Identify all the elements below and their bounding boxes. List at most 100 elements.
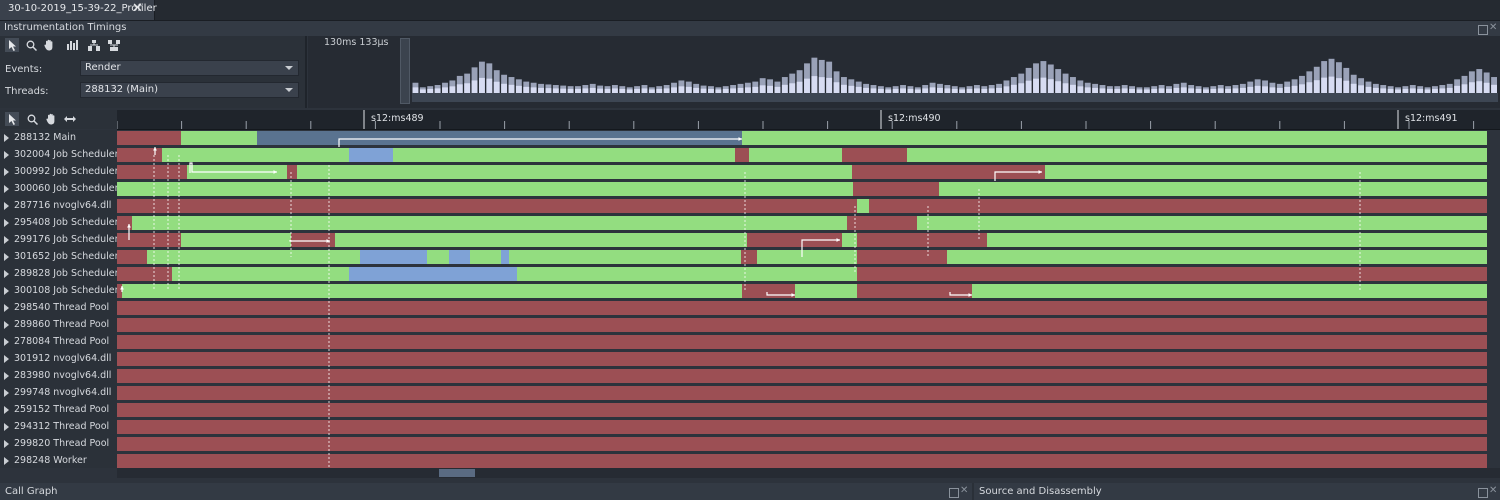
thread-state-segment[interactable] bbox=[917, 216, 1487, 230]
thread-state-segment[interactable] bbox=[947, 250, 1487, 264]
thread-state-segment[interactable] bbox=[162, 148, 349, 162]
thread-state-segment[interactable] bbox=[795, 284, 857, 298]
expand-arrow-icon[interactable] bbox=[4, 321, 9, 329]
thread-state-segment[interactable] bbox=[517, 267, 857, 281]
tree-up-icon[interactable] bbox=[107, 38, 121, 52]
thread-state-segment[interactable] bbox=[393, 148, 735, 162]
histogram-area[interactable]: 130ms 133µs bbox=[308, 36, 1500, 108]
thread-state-segment[interactable] bbox=[972, 284, 1487, 298]
expand-arrow-icon[interactable] bbox=[4, 372, 9, 380]
restore-icon[interactable] bbox=[1478, 25, 1488, 35]
thread-row[interactable]: 300992 Job Scheduler 5 bbox=[0, 164, 117, 181]
source-disassembly-title[interactable]: Source and Disassembly bbox=[979, 486, 1102, 497]
events-select[interactable]: Render bbox=[80, 60, 299, 76]
thread-state-segment[interactable] bbox=[117, 335, 1487, 349]
expand-arrow-icon[interactable] bbox=[4, 406, 9, 414]
expand-arrow-icon[interactable] bbox=[4, 423, 9, 431]
thread-state-segment[interactable] bbox=[122, 284, 742, 298]
thread-state-segment[interactable] bbox=[117, 386, 1487, 400]
thread-state-segment[interactable] bbox=[852, 165, 1045, 179]
thread-state-segment[interactable] bbox=[117, 165, 187, 179]
thread-state-segment[interactable] bbox=[297, 165, 852, 179]
timeline-view[interactable] bbox=[117, 130, 1500, 468]
expand-arrow-icon[interactable] bbox=[4, 270, 9, 278]
thread-state-segment[interactable] bbox=[857, 233, 987, 247]
histogram-scale-slider[interactable] bbox=[400, 38, 410, 104]
thread-state-segment[interactable] bbox=[349, 148, 393, 162]
close-panel-icon[interactable]: ✕ bbox=[1489, 22, 1498, 33]
thread-state-segment[interactable] bbox=[117, 369, 1487, 383]
thread-state-segment[interactable] bbox=[747, 233, 842, 247]
thread-state-segment[interactable] bbox=[117, 284, 122, 298]
thread-state-segment[interactable] bbox=[360, 250, 427, 264]
tab-profiler[interactable]: 30-10-2019_15-39-22_Profiler ✕ bbox=[0, 0, 157, 20]
thread-state-segment[interactable] bbox=[117, 148, 162, 162]
expand-arrow-icon[interactable] bbox=[4, 236, 9, 244]
expand-arrow-icon[interactable] bbox=[4, 151, 9, 159]
thread-row[interactable]: 278084 Thread Pool bbox=[0, 334, 117, 351]
thread-row[interactable]: 299820 Thread Pool bbox=[0, 436, 117, 453]
thread-row[interactable]: 300108 Job Scheduler 4 bbox=[0, 283, 117, 300]
thread-state-segment[interactable] bbox=[742, 284, 795, 298]
expand-arrow-icon[interactable] bbox=[4, 185, 9, 193]
thread-state-segment[interactable] bbox=[869, 199, 1487, 213]
tree-down-icon[interactable] bbox=[87, 38, 101, 52]
time-ruler[interactable]: s12:ms489 s12:ms490 s12:ms491 bbox=[117, 110, 1500, 130]
thread-state-segment[interactable] bbox=[757, 250, 857, 264]
thread-row[interactable]: 287716 nvoglv64.dll bbox=[0, 198, 117, 215]
timeline-scrollbar[interactable] bbox=[117, 468, 1500, 478]
call-graph-title[interactable]: Call Graph bbox=[5, 486, 58, 497]
thread-state-segment[interactable] bbox=[857, 199, 869, 213]
thread-state-segment[interactable] bbox=[181, 131, 257, 145]
expand-arrow-icon[interactable] bbox=[4, 219, 9, 227]
thread-state-segment[interactable] bbox=[117, 437, 1487, 451]
expand-arrow-icon[interactable] bbox=[4, 389, 9, 397]
thread-state-segment[interactable] bbox=[117, 420, 1487, 434]
thread-state-segment[interactable] bbox=[117, 301, 1487, 315]
thread-state-segment[interactable] bbox=[509, 250, 741, 264]
thread-state-segment[interactable] bbox=[349, 267, 415, 281]
thread-state-segment[interactable] bbox=[257, 131, 742, 145]
thread-state-segment[interactable] bbox=[857, 284, 972, 298]
thread-state-segment[interactable] bbox=[415, 267, 517, 281]
thread-state-segment[interactable] bbox=[117, 403, 1487, 417]
expand-arrow-icon[interactable] bbox=[4, 287, 9, 295]
expand-arrow-icon[interactable] bbox=[4, 168, 9, 176]
panel-separator[interactable] bbox=[972, 483, 974, 500]
thread-state-segment[interactable] bbox=[842, 233, 857, 247]
thread-state-segment[interactable] bbox=[907, 148, 1487, 162]
expand-arrow-icon[interactable] bbox=[4, 457, 9, 465]
pointer-tool-icon[interactable] bbox=[5, 112, 19, 126]
close-panel-icon[interactable]: ✕ bbox=[1489, 485, 1498, 496]
thread-state-segment[interactable] bbox=[335, 233, 747, 247]
thread-state-segment[interactable] bbox=[147, 250, 360, 264]
thread-state-segment[interactable] bbox=[853, 182, 939, 196]
thread-state-segment[interactable] bbox=[117, 216, 132, 230]
thread-row[interactable]: 298248 Worker bbox=[0, 453, 117, 468]
thread-row[interactable]: 300060 Job Scheduler 2 bbox=[0, 181, 117, 198]
fit-width-icon[interactable] bbox=[63, 112, 77, 126]
thread-state-segment[interactable] bbox=[742, 131, 1487, 145]
thread-state-segment[interactable] bbox=[291, 233, 335, 247]
thread-row[interactable]: 259152 Thread Pool bbox=[0, 402, 117, 419]
bars-view-icon[interactable] bbox=[66, 38, 80, 52]
threads-select[interactable]: 288132 (Main) bbox=[80, 82, 299, 98]
expand-arrow-icon[interactable] bbox=[4, 202, 9, 210]
thread-state-segment[interactable] bbox=[857, 267, 1487, 281]
thread-state-segment[interactable] bbox=[741, 250, 757, 264]
restore-icon[interactable] bbox=[1478, 488, 1488, 498]
thread-row[interactable]: 289860 Thread Pool bbox=[0, 317, 117, 334]
restore-icon[interactable] bbox=[949, 488, 959, 498]
expand-arrow-icon[interactable] bbox=[4, 338, 9, 346]
thread-state-segment[interactable] bbox=[117, 182, 853, 196]
expand-arrow-icon[interactable] bbox=[4, 253, 9, 261]
thread-row[interactable]: 289828 Job Scheduler 6 bbox=[0, 266, 117, 283]
thread-state-segment[interactable] bbox=[842, 148, 907, 162]
thread-row[interactable]: 288132 Main bbox=[0, 130, 117, 147]
expand-arrow-icon[interactable] bbox=[4, 440, 9, 448]
thread-state-segment[interactable] bbox=[132, 216, 847, 230]
pointer-tool-icon[interactable] bbox=[5, 38, 19, 52]
zoom-tool-icon[interactable] bbox=[24, 38, 38, 52]
thread-row[interactable]: 294312 Thread Pool bbox=[0, 419, 117, 436]
thread-state-segment[interactable] bbox=[427, 250, 449, 264]
